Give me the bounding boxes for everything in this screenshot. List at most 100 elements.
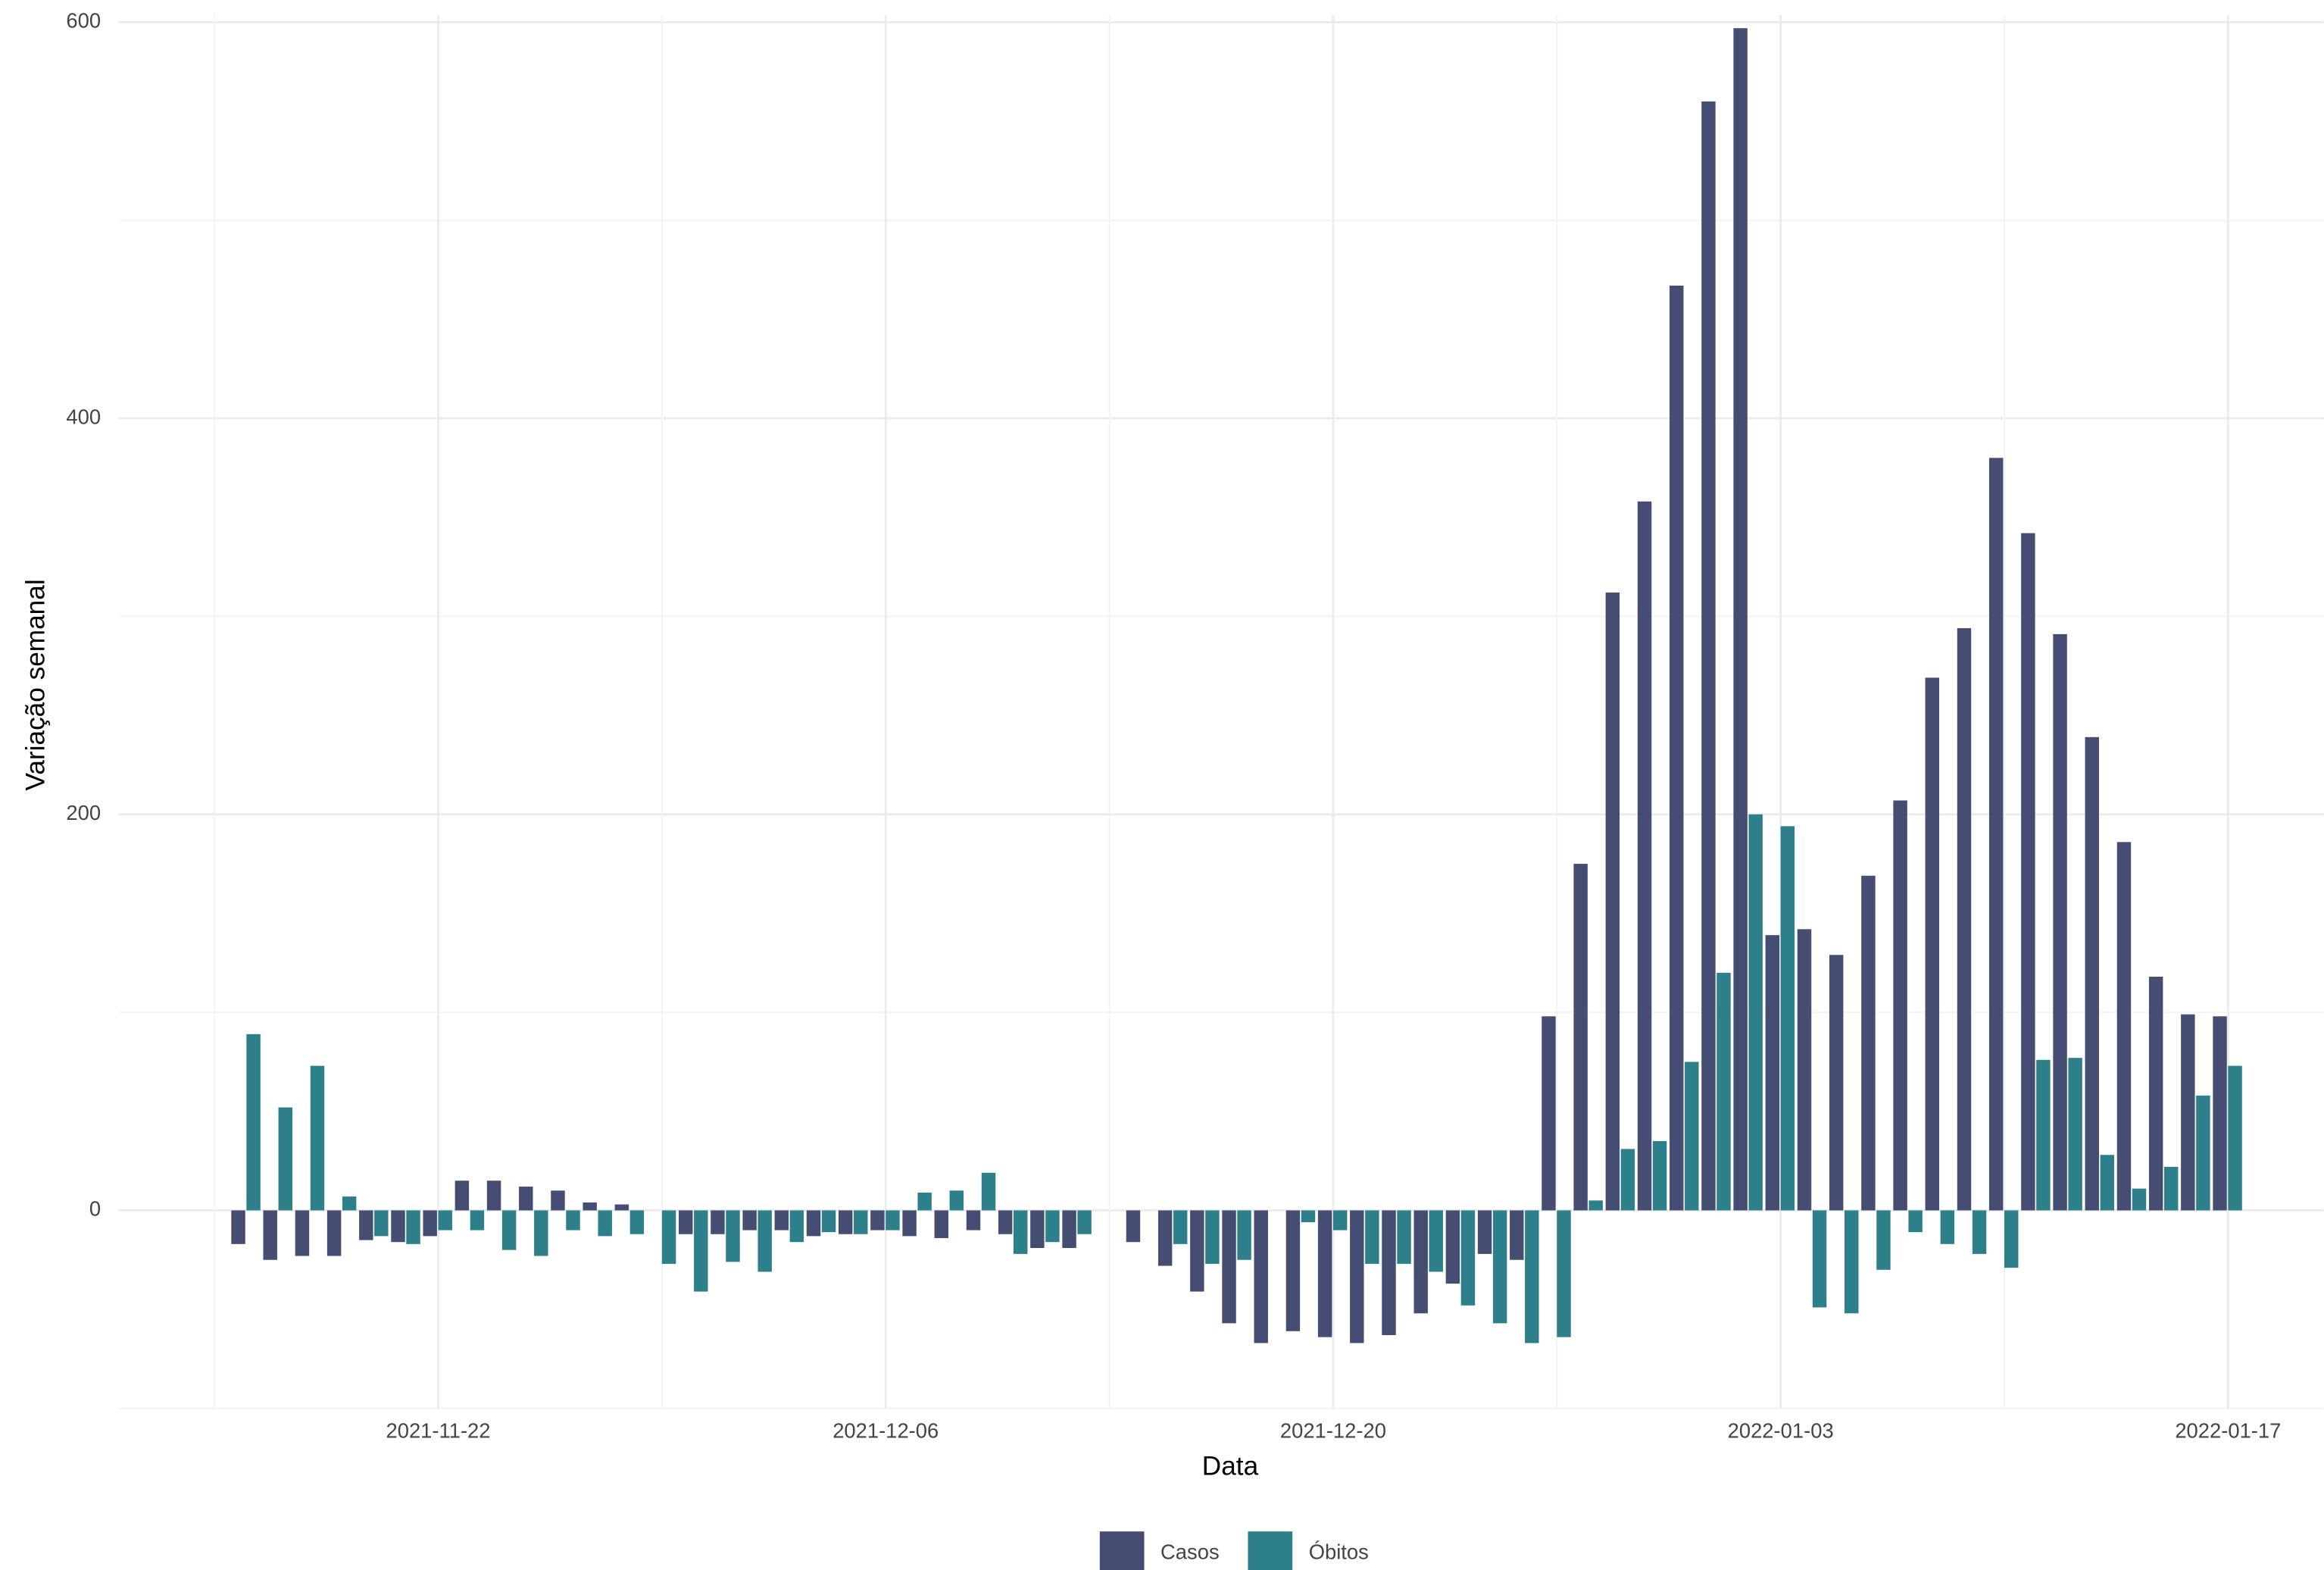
y-tick-label: 0 — [89, 1197, 101, 1221]
bar — [1429, 1210, 1443, 1272]
bar — [1350, 1210, 1364, 1343]
bar — [1716, 972, 1731, 1211]
bar — [1733, 28, 1748, 1211]
bar — [1413, 1210, 1428, 1314]
bar — [2004, 1210, 2019, 1268]
bar — [1957, 628, 1972, 1211]
bar — [742, 1210, 757, 1231]
bar — [757, 1210, 772, 1272]
bar — [966, 1210, 981, 1231]
bar — [614, 1204, 629, 1211]
bar — [519, 1187, 533, 1211]
bar — [1812, 1210, 1827, 1308]
bar — [1829, 955, 1844, 1211]
x-tick-label: 2022-01-17 — [2175, 1418, 2281, 1442]
bar — [934, 1210, 949, 1238]
bar — [326, 1210, 342, 1256]
bar — [486, 1181, 501, 1211]
bar — [470, 1210, 485, 1231]
bar — [2085, 737, 2099, 1211]
bar — [2100, 1155, 2115, 1211]
y-tick-label: 600 — [66, 9, 101, 33]
bar — [1397, 1210, 1411, 1264]
bar — [1972, 1210, 1987, 1254]
bar — [1190, 1210, 1204, 1292]
x-tick-label: 2022-01-03 — [1728, 1418, 1834, 1442]
bar — [310, 1065, 325, 1211]
bar — [2148, 977, 2163, 1211]
bar — [821, 1210, 836, 1233]
bar — [2021, 533, 2035, 1211]
x-axis-title: Data — [1202, 1451, 1259, 1481]
bar — [854, 1210, 868, 1234]
bar — [838, 1210, 853, 1234]
bar — [534, 1210, 548, 1256]
bar — [359, 1210, 373, 1240]
bar — [1317, 1210, 1332, 1337]
bar — [870, 1210, 885, 1231]
bar — [789, 1210, 804, 1243]
bar — [1780, 826, 1795, 1211]
bar — [583, 1202, 597, 1211]
x-tick-label: 2021-12-06 — [832, 1418, 939, 1442]
x-tick-label: 2021-11-22 — [386, 1418, 491, 1442]
bar — [1332, 1210, 1348, 1231]
y-tick-label: 200 — [66, 801, 101, 824]
bar — [1126, 1210, 1141, 1243]
bar — [454, 1181, 470, 1211]
bar — [917, 1192, 932, 1211]
bar — [1365, 1210, 1379, 1264]
bar — [374, 1210, 389, 1237]
bar — [2163, 1166, 2179, 1211]
bar — [2116, 842, 2132, 1211]
bar — [1685, 1062, 1699, 1211]
bar — [1908, 1210, 1923, 1233]
bar — [774, 1210, 789, 1231]
bar — [1637, 501, 1652, 1211]
bar — [1605, 593, 1620, 1211]
bar — [1077, 1210, 1092, 1234]
bar — [2036, 1059, 2051, 1211]
bar — [1542, 1016, 1556, 1211]
bar — [1222, 1210, 1236, 1324]
bar — [1045, 1210, 1060, 1243]
bar — [1620, 1149, 1635, 1211]
bar — [1861, 875, 1876, 1211]
bar — [629, 1210, 645, 1234]
bar — [998, 1210, 1013, 1234]
bar — [1748, 814, 1763, 1211]
bar — [1173, 1210, 1188, 1244]
bar — [1573, 864, 1588, 1211]
bar — [278, 1107, 292, 1211]
bar — [246, 1034, 261, 1211]
bar — [1254, 1210, 1268, 1343]
bar — [1014, 1210, 1028, 1254]
bar — [391, 1210, 405, 1243]
bar — [2181, 1014, 2195, 1211]
bar — [711, 1210, 725, 1234]
bar — [1701, 101, 1716, 1211]
bar — [902, 1210, 917, 1237]
bar — [1445, 1210, 1460, 1284]
bar — [2068, 1058, 2082, 1211]
bar — [423, 1210, 437, 1237]
bar — [2053, 633, 2067, 1211]
bar — [1652, 1140, 1667, 1211]
bar — [1157, 1210, 1173, 1266]
bar — [1925, 677, 1940, 1211]
bar — [1382, 1210, 1396, 1336]
bar — [598, 1210, 612, 1237]
bar — [1477, 1210, 1492, 1254]
bar — [438, 1210, 452, 1231]
bar — [2213, 1016, 2227, 1211]
bar — [501, 1210, 517, 1250]
bar — [886, 1210, 900, 1231]
bar — [949, 1190, 964, 1211]
legend-label: Óbitos — [1309, 1540, 1369, 1564]
bar — [295, 1210, 310, 1256]
y-axis-title: Variação semanal — [20, 579, 50, 790]
bar — [1062, 1210, 1076, 1249]
bar — [1301, 1210, 1316, 1223]
bar — [1492, 1210, 1507, 1324]
bar — [551, 1190, 565, 1211]
